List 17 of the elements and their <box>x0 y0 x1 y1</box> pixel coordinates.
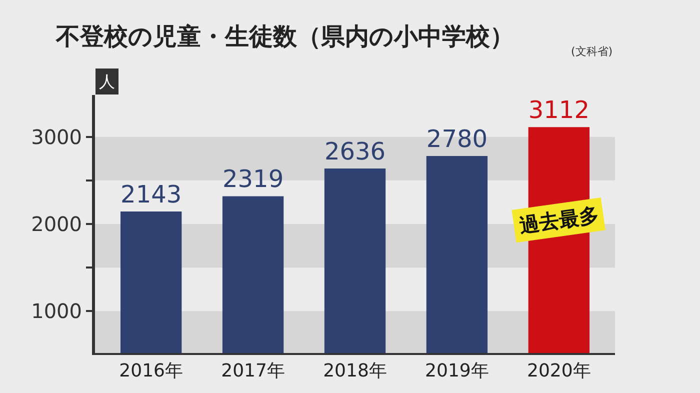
y-tick-label: 3000 <box>31 124 82 149</box>
data-label: 3112 <box>528 96 590 124</box>
y-tick-label: 2000 <box>31 212 82 236</box>
chart-title: 不登校の児童・生徒数（県内の小中学校） <box>55 22 514 50</box>
annotation: 過去最多 <box>516 202 600 238</box>
x-tick-label: 2018年 <box>323 360 387 382</box>
data-label: 2636 <box>324 138 386 166</box>
data-label: 2143 <box>120 180 182 209</box>
x-tick-label: 2020年 <box>527 360 591 382</box>
x-tick-label: 2017年 <box>221 360 285 382</box>
x-tick-label: 2016年 <box>119 360 183 382</box>
data-label: 2319 <box>222 165 284 194</box>
data-label: 2780 <box>426 125 488 154</box>
text: (文科省) <box>571 45 613 58</box>
x-tick-label: 2019年 <box>425 360 489 382</box>
y-axis-title: 人 <box>99 72 115 91</box>
y-tick-label: 1000 <box>31 299 82 324</box>
